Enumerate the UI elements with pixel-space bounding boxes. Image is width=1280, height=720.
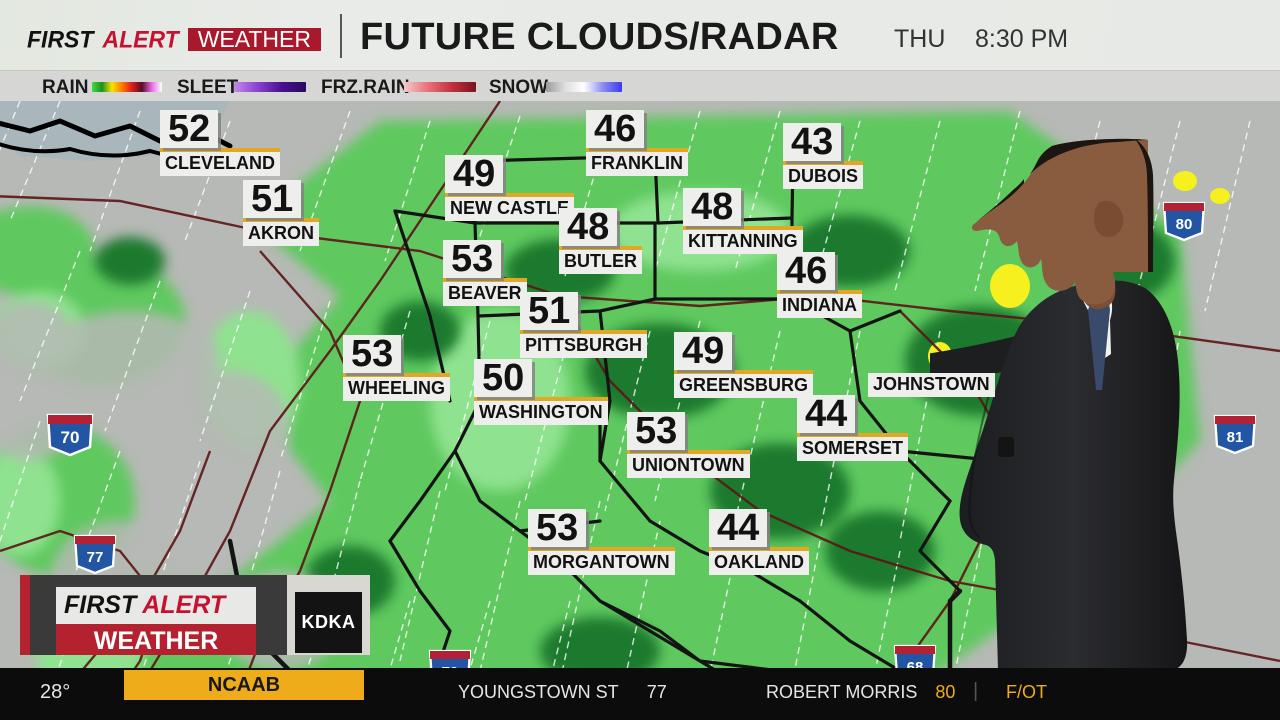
svg-text:77: 77	[87, 549, 104, 566]
svg-text:70: 70	[61, 428, 80, 447]
